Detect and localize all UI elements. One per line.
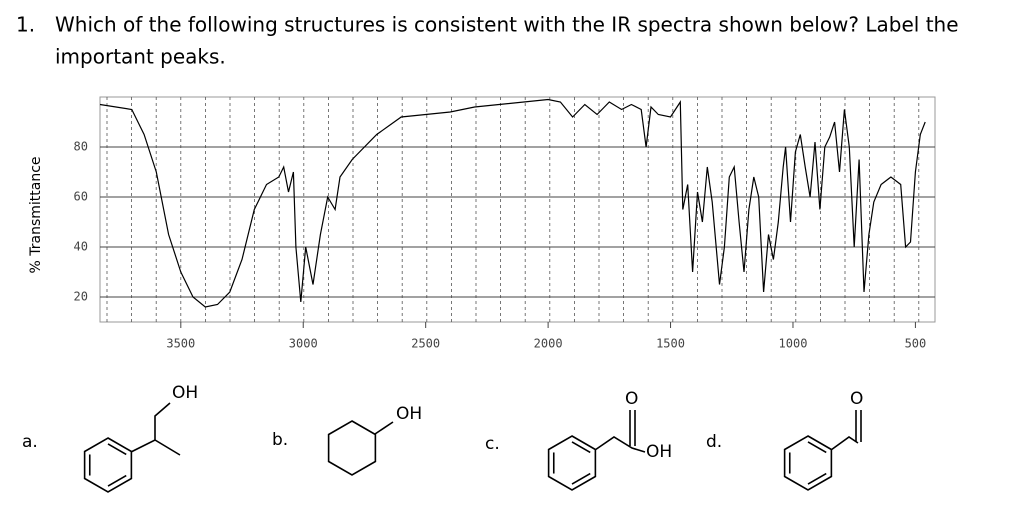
option-label: d. [706,432,722,452]
y-tick-label: 20 [74,290,88,304]
x-tick-label: 3500 [166,337,195,351]
x-tick-label: 2500 [411,337,440,351]
group-label: O [850,389,863,409]
option-label: c. [485,434,500,454]
group-label: OH [172,383,198,403]
ring-double-bond [571,472,591,485]
ring [83,437,133,493]
x-tick-label: 500 [905,337,927,351]
ring-double-bond [107,474,127,487]
plot-frame [99,96,936,323]
question-number: 1. [16,13,35,37]
ring-double-bond [571,441,591,454]
y-tick-label: 40 [74,240,88,254]
y-tick-label: 80 [74,140,88,154]
x-tick-label: 2000 [534,337,563,351]
option-label: b. [272,430,288,450]
y-tick-label: 60 [74,190,88,204]
structure-bonds [130,402,862,456]
ring-double-bond [807,441,827,454]
x-tick-label: 1500 [656,337,685,351]
y-axis-label: % Transmittance [28,156,44,273]
ring-double-bond [107,443,127,456]
question-line: Which of the following structures is con… [55,13,959,37]
group-label: OH [646,442,672,462]
group-label: O [625,389,638,409]
x-tick-label: 1000 [779,337,808,351]
spectrum-line [99,98,926,308]
ring [783,435,833,491]
ring-double-bond [807,472,827,485]
ring [547,435,597,491]
minor-grid [106,97,920,322]
question-line: important peaks. [55,45,226,69]
x-tick-label: 3000 [289,337,318,351]
ring [327,420,377,476]
group-label: OH [396,404,422,424]
option-label: a. [22,432,38,452]
